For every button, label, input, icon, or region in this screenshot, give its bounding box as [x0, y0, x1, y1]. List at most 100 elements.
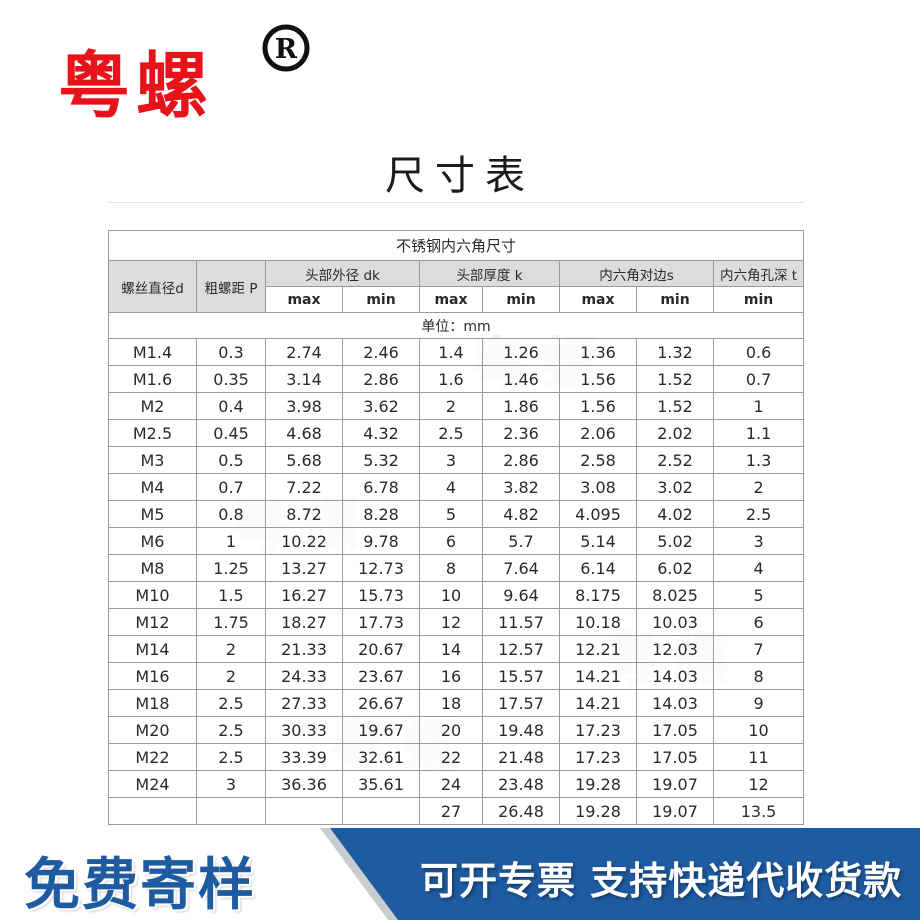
table-row: 27 26.48 19.28 19.07 13.5: [108, 797, 805, 825]
cell-screw-diameter: M3: [108, 446, 197, 474]
cell-k-max: 27: [419, 797, 483, 825]
cell-screw-diameter: M18: [108, 689, 197, 717]
cell-dk-max: 3.14: [265, 365, 343, 393]
cell-k-max: 16: [419, 662, 483, 690]
cell-k-min: 1.86: [482, 392, 560, 420]
cell-k-max: 1.4: [419, 338, 483, 366]
cell-k-min: 21.48: [482, 743, 560, 771]
subheader-k-max: max: [419, 286, 483, 313]
cell-s-min: 1.52: [636, 365, 714, 393]
cell-dk-min: 8.28: [342, 500, 420, 528]
cell-screw-diameter: M20: [108, 716, 197, 744]
cell-s-min: 4.02: [636, 500, 714, 528]
cell-k-min: 2.36: [482, 419, 560, 447]
cell-s-max: 19.28: [559, 797, 637, 825]
promo-banner: 免费寄样 可开专票 支持快递代收货款: [0, 828, 920, 920]
cell-k-max: 1.6: [419, 365, 483, 393]
cell-thread-pitch: 2.5: [196, 716, 266, 744]
table-head: 不锈钢内六角尺寸 螺丝直径d 粗螺距 P 头部外径 dk 头部厚度 k 内六角对…: [107, 230, 805, 339]
cell-k-min: 11.57: [482, 608, 560, 636]
cell-k-min: 4.82: [482, 500, 560, 528]
table-header-group-row: 螺丝直径d 粗螺距 P 头部外径 dk 头部厚度 k 内六角对边s 内六角孔深 …: [108, 260, 805, 313]
cell-t-min: 1: [712, 392, 805, 420]
cell-k-max: 4: [419, 473, 483, 501]
cell-thread-pitch: 2.5: [196, 743, 266, 771]
cell-dk-min: [342, 797, 420, 825]
cell-k-max: 2: [419, 392, 483, 420]
table-caption: 不锈钢内六角尺寸: [107, 230, 805, 261]
cell-s-max: 1.36: [559, 338, 637, 366]
cell-k-min: 26.48: [482, 797, 560, 825]
cell-k-min: 3.82: [482, 473, 560, 501]
cell-t-min: 1.1: [712, 419, 805, 447]
cell-s-max: 2.06: [559, 419, 637, 447]
subheader-dk-min: min: [342, 286, 420, 313]
col-header-hex-across-flats: 内六角对边s: [559, 260, 714, 287]
table-row: M16 2 24.33 23.67 16 15.57 14.21 14.03 8: [108, 662, 805, 690]
subheader-k-min: min: [482, 286, 560, 313]
cell-s-min: 14.03: [636, 689, 714, 717]
table-row: M18 2.5 27.33 26.67 18 17.57 14.21 14.03 9: [108, 689, 805, 717]
subheader-t-min: min: [712, 286, 805, 313]
cell-dk-min: 26.67: [342, 689, 420, 717]
cell-screw-diameter: M14: [108, 635, 197, 663]
cell-k-max: 24: [419, 770, 483, 798]
cell-s-max: 10.18: [559, 608, 637, 636]
cell-dk-max: 5.68: [265, 446, 343, 474]
table-body: M1.4 0.3 2.74 2.46 1.4 1.26 1.36 1.32 0.6 M1.6 0.3…: [108, 338, 805, 825]
table-row: M2 0.4 3.98 3.62 2 1.86 1.56 1.52 1: [108, 392, 805, 420]
table-row: M4 0.7 7.22 6.78 4 3.82 3.08 3.02 2: [108, 473, 805, 501]
cell-s-min: 17.05: [636, 716, 714, 744]
cell-dk-min: 2.86: [342, 365, 420, 393]
cell-k-min: 19.48: [482, 716, 560, 744]
cell-k-min: 5.7: [482, 527, 560, 555]
cell-s-max: 14.21: [559, 689, 637, 717]
cell-dk-max: 27.33: [265, 689, 343, 717]
cell-screw-diameter: M1.6: [108, 365, 197, 393]
cell-thread-pitch: 0.35: [196, 365, 266, 393]
cell-dk-min: 35.61: [342, 770, 420, 798]
subheader-s-min: min: [636, 286, 714, 313]
cell-k-min: 17.57: [482, 689, 560, 717]
col-header-thread-pitch: 粗螺距 P: [196, 260, 266, 313]
cell-t-min: 7: [712, 635, 805, 663]
cell-screw-diameter: M22: [108, 743, 197, 771]
cell-dk-min: 23.67: [342, 662, 420, 690]
subheader-s-max: max: [559, 286, 637, 313]
cell-t-min: 9: [712, 689, 805, 717]
cell-screw-diameter: M6: [108, 527, 197, 555]
cell-dk-min: 12.73: [342, 554, 420, 582]
cell-k-max: 2.5: [419, 419, 483, 447]
cell-s-max: 14.21: [559, 662, 637, 690]
cell-k-max: 12: [419, 608, 483, 636]
cell-k-min: 15.57: [482, 662, 560, 690]
cell-t-min: 3: [712, 527, 805, 555]
cell-dk-min: 9.78: [342, 527, 420, 555]
table-row: M8 1.25 13.27 12.73 8 7.64 6.14 6.02 4: [108, 554, 805, 582]
dimension-table: 不锈钢内六角尺寸 螺丝直径d 粗螺距 P 头部外径 dk 头部厚度 k 内六角对…: [107, 230, 805, 825]
cell-dk-min: 20.67: [342, 635, 420, 663]
cell-dk-min: 15.73: [342, 581, 420, 609]
cell-thread-pitch: 0.4: [196, 392, 266, 420]
col-header-head-thickness: 头部厚度 k: [419, 260, 560, 287]
cell-s-min: 1.32: [636, 338, 714, 366]
cell-k-max: 14: [419, 635, 483, 663]
cell-dk-max: 8.72: [265, 500, 343, 528]
cell-s-max: 17.23: [559, 743, 637, 771]
cell-dk-max: 36.36: [265, 770, 343, 798]
col-header-screw-diameter: 螺丝直径d: [108, 260, 197, 313]
brand-logo: 粤螺 R: [58, 18, 348, 138]
cell-s-min: 6.02: [636, 554, 714, 582]
cell-s-max: 4.095: [559, 500, 637, 528]
cell-t-min: 0.7: [712, 365, 805, 393]
cell-k-max: 20: [419, 716, 483, 744]
cell-s-min: 2.52: [636, 446, 714, 474]
cell-k-max: 10: [419, 581, 483, 609]
cell-dk-min: 2.46: [342, 338, 420, 366]
cell-k-max: 22: [419, 743, 483, 771]
cell-screw-diameter: M5: [108, 500, 197, 528]
table-row: M6 1 10.22 9.78 6 5.7 5.14 5.02 3: [108, 527, 805, 555]
unit-note: 单位：mm: [107, 312, 805, 339]
cell-dk-min: 4.32: [342, 419, 420, 447]
cell-s-min: 12.03: [636, 635, 714, 663]
